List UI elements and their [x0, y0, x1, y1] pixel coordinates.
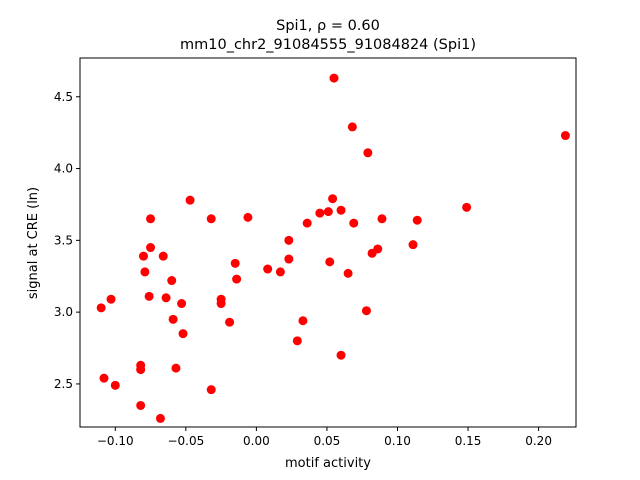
data-point [177, 299, 187, 309]
data-point [178, 329, 188, 339]
x-tick-label: −0.10 [97, 434, 134, 448]
data-point [139, 251, 148, 261]
y-axis: 2.5 3.0 3.5 4.0 4.5 [54, 90, 80, 391]
data-point [275, 267, 285, 277]
data-point [329, 73, 339, 83]
data-point [560, 131, 570, 141]
data-point [136, 400, 146, 410]
data-point [325, 257, 335, 267]
data-point [146, 214, 156, 224]
data-point [412, 215, 422, 225]
x-axis-label: motif activity [285, 456, 371, 471]
data-point [232, 274, 242, 284]
data-point [298, 316, 308, 326]
data-point [328, 194, 338, 204]
axes-frame [79, 57, 577, 428]
data-point [284, 235, 294, 245]
data-point [408, 240, 418, 250]
data-point [343, 268, 353, 278]
data-point [99, 373, 109, 383]
y-tick-label: 2.5 [54, 377, 73, 391]
data-point [377, 214, 387, 224]
data-point [96, 303, 106, 313]
data-point [171, 363, 181, 373]
data-point [336, 205, 346, 215]
data-point [263, 264, 273, 274]
y-tick-label: 3.5 [54, 233, 73, 247]
data-point [373, 244, 383, 254]
data-point [462, 202, 472, 212]
chart-title-line1: Spi1, ρ = 0.60 [276, 18, 380, 34]
data-point [216, 299, 226, 309]
y-axis-label: signal at CRE (ln) [26, 187, 41, 299]
data-point [243, 212, 253, 222]
data-point [349, 218, 359, 228]
data-point [292, 336, 302, 346]
data-point [315, 208, 325, 218]
x-axis: −0.10 −0.05 0.00 0.05 0.10 0.15 0.20 [97, 427, 552, 448]
data-point [110, 380, 120, 390]
data-point [144, 291, 154, 301]
y-tick-label: 4.0 [54, 162, 73, 176]
chart-title-line2: mm10_chr2_91084555_91084824 (Spi1) [180, 37, 476, 53]
x-tick-label: 0.00 [243, 434, 270, 448]
data-point [185, 195, 195, 205]
data-point [323, 207, 333, 217]
data-point [206, 214, 216, 224]
data-point [284, 254, 294, 264]
plot-area [96, 73, 570, 423]
data-point [161, 293, 171, 303]
data-point [136, 360, 146, 370]
x-tick-label: 0.20 [525, 434, 552, 448]
data-point [140, 267, 150, 277]
data-point [155, 413, 165, 423]
data-point [347, 122, 357, 132]
x-tick-label: 0.05 [314, 434, 341, 448]
y-tick-label: 3.0 [54, 305, 73, 319]
x-tick-label: −0.05 [167, 434, 204, 448]
x-tick-label: 0.10 [384, 434, 411, 448]
data-point [106, 294, 116, 304]
x-tick-label: 0.15 [455, 434, 482, 448]
y-tick-label: 4.5 [54, 90, 73, 104]
data-point [302, 218, 312, 228]
data-point [336, 350, 346, 360]
data-point [158, 251, 168, 261]
data-point [363, 148, 373, 158]
data-point [225, 317, 235, 327]
data-point [230, 258, 240, 268]
data-point [167, 276, 177, 286]
data-point [361, 306, 371, 316]
data-point [146, 243, 156, 253]
data-point [168, 314, 178, 324]
data-point [206, 385, 216, 395]
